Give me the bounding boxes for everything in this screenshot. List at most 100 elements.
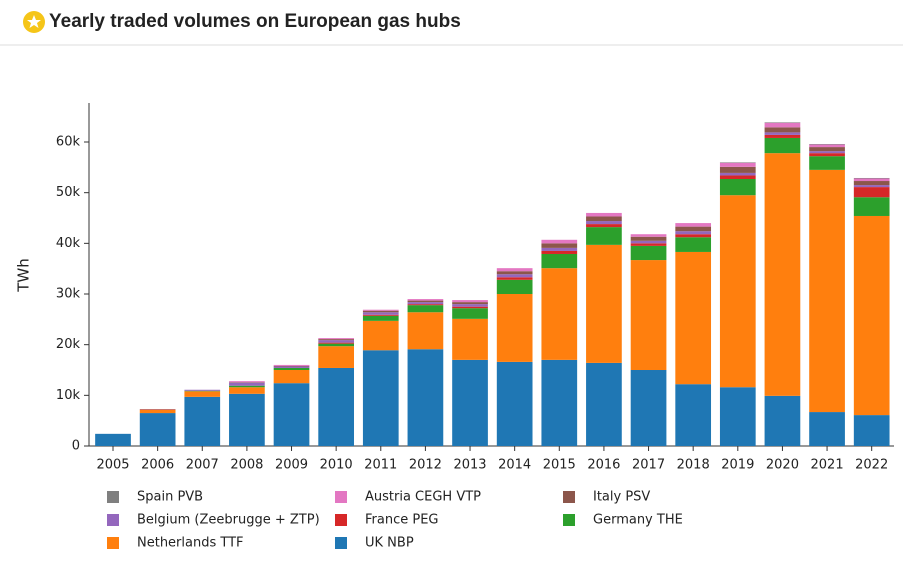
bar-segment	[496, 294, 533, 362]
bar-segment	[407, 305, 444, 313]
bar-segment	[496, 274, 533, 278]
x-tick-label: 2014	[498, 458, 531, 473]
bar-segment	[452, 300, 488, 303]
bar-segment	[630, 240, 667, 244]
bar-segment	[675, 231, 712, 235]
bar-segment	[541, 359, 578, 446]
bar-segment	[809, 156, 845, 170]
bar-segment	[362, 320, 399, 351]
bar-segment	[630, 370, 667, 446]
legend-label: Germany THE	[593, 513, 683, 528]
bar-segment	[541, 243, 578, 248]
bar-segment	[273, 366, 310, 368]
x-tick-label: 2020	[766, 458, 799, 473]
bar-segment	[764, 122, 801, 123]
chart-title: Yearly traded volumes on European gas hu…	[49, 11, 461, 32]
bar-segment	[496, 268, 533, 272]
bar-segment	[586, 227, 622, 245]
bar-segment	[452, 302, 488, 305]
bar-segment	[452, 318, 488, 360]
bar-segment	[184, 389, 221, 391]
bar-segment	[764, 134, 801, 138]
bar-segment	[764, 395, 801, 446]
bar-segment	[541, 239, 578, 244]
x-tick-label: 2016	[587, 458, 620, 473]
legend-swatch	[335, 514, 347, 526]
x-tick-label: 2017	[632, 458, 665, 473]
bar-segment	[229, 385, 265, 388]
y-tick-label: 30k	[56, 287, 81, 302]
legend-swatch	[563, 491, 575, 503]
bar-segment	[630, 245, 667, 261]
bar-segment	[809, 169, 845, 413]
bar-segment	[139, 409, 176, 410]
bar-segment	[318, 340, 355, 343]
legend-swatch	[107, 514, 119, 526]
bar-segment	[496, 271, 533, 275]
bar-segment	[586, 362, 622, 446]
bar-segment	[630, 236, 667, 241]
bar-segment	[719, 178, 756, 196]
legend-swatch	[563, 514, 575, 526]
bar-segment	[586, 216, 622, 222]
bar-segment	[229, 381, 265, 383]
bar-segment	[362, 310, 399, 313]
legend-label: Austria CEGH VTP	[365, 490, 481, 505]
bar-segment	[273, 383, 310, 446]
x-tick-label: 2011	[364, 458, 397, 473]
bar-segment	[407, 349, 444, 446]
x-tick-label: 2012	[409, 458, 442, 473]
x-tick-label: 2008	[230, 458, 263, 473]
bar-segment	[362, 312, 399, 315]
bar-segment	[318, 339, 355, 341]
bar-segment	[407, 302, 444, 305]
bar-segment	[362, 309, 399, 311]
bar-segment	[273, 365, 310, 367]
bar-segment	[586, 224, 622, 228]
x-tick-label: 2010	[320, 458, 353, 473]
y-tick-label: 50k	[56, 185, 81, 200]
bar-segment	[675, 251, 712, 385]
x-tick-label: 2019	[721, 458, 754, 473]
bar-segment	[675, 234, 712, 238]
bar-segment	[452, 306, 488, 309]
bar-segment	[853, 187, 890, 198]
legend-label: Belgium (Zeebrugge + ZTP)	[137, 513, 320, 528]
x-tick-label: 2006	[141, 458, 174, 473]
x-tick-label: 2009	[275, 458, 308, 473]
bar-segment	[809, 147, 845, 152]
y-tick-label: 20k	[56, 337, 81, 352]
bar-segment	[229, 393, 265, 446]
bar-segment	[586, 244, 622, 363]
bar-segment	[496, 279, 533, 295]
bar-segment	[496, 361, 533, 446]
bar-segment	[809, 151, 845, 154]
legend-swatch	[107, 491, 119, 503]
bar-segment	[809, 144, 845, 145]
bar-segment	[318, 367, 355, 446]
y-tick-label: 40k	[56, 236, 81, 251]
bar-segment	[229, 382, 265, 383]
x-tick-label: 2005	[96, 458, 129, 473]
bar-segment	[764, 127, 801, 133]
bar-segment	[541, 268, 578, 360]
x-tick-label: 2013	[453, 458, 486, 473]
star	[27, 15, 41, 28]
bar-segment	[541, 253, 578, 269]
legend-label: Spain PVB	[137, 490, 203, 505]
bar-segment	[853, 415, 890, 446]
bar-segment	[853, 215, 890, 416]
bar-segment	[586, 221, 622, 225]
bar-segment	[719, 162, 756, 167]
bar-segment	[719, 162, 756, 163]
bar-segment	[675, 384, 712, 446]
y-axis-label: TWh	[15, 258, 33, 293]
bar-segment	[362, 314, 399, 316]
legend-label: UK NBP	[365, 536, 414, 551]
x-tick-label: 2021	[811, 458, 844, 473]
bar-segment	[764, 122, 801, 128]
bar-segment	[95, 433, 131, 446]
bar-segment	[273, 364, 310, 366]
bar-segment	[184, 396, 221, 446]
